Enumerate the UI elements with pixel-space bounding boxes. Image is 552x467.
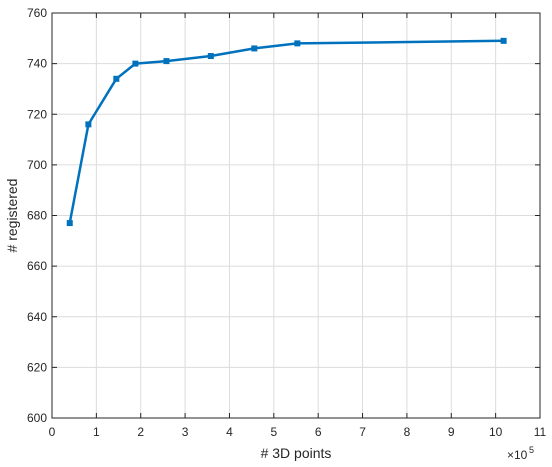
x-tick-label: 0: [49, 425, 56, 439]
y-tick-label: 600: [27, 411, 47, 425]
data-point-marker: [132, 60, 139, 67]
y-tick-label: 720: [27, 107, 47, 121]
data-series: [66, 37, 507, 227]
x-tick-label: 10: [489, 425, 503, 439]
data-point-marker: [294, 40, 301, 47]
data-point-marker: [500, 37, 507, 44]
y-tick-label: 680: [27, 209, 47, 223]
x-tick-label: 6: [315, 425, 322, 439]
x-tick-label: 7: [359, 425, 366, 439]
x-exponent-times-base: ×10: [507, 448, 528, 462]
x-tick-label: 2: [137, 425, 144, 439]
y-tick-label: 760: [27, 6, 47, 20]
data-point-marker: [163, 58, 170, 65]
y-tick-label: 700: [27, 158, 47, 172]
x-axis-ticks: 0 1 2 3 4 5 6 7 8 9 10 11: [49, 13, 547, 439]
y-tick-label: 660: [27, 259, 47, 273]
y-tick-label: 640: [27, 310, 47, 324]
x-tick-label: 3: [182, 425, 189, 439]
grid-lines: [51, 12, 541, 419]
x-axis-title: # 3D points: [261, 445, 332, 461]
x-exponent-power: 5: [529, 445, 534, 455]
y-axis-title: # registered: [4, 179, 20, 253]
x-axis-exponent: ×10 5: [507, 445, 534, 462]
series-line: [68, 39, 504, 224]
x-tick-label: 9: [448, 425, 455, 439]
data-point-marker: [113, 75, 120, 82]
x-tick-label: 11: [534, 425, 547, 439]
data-point-marker: [66, 220, 73, 227]
x-tick-label: 8: [404, 425, 411, 439]
y-axis-ticks: 600 620 640 660 680 700 720 740 760: [27, 6, 540, 425]
x-tick-label: 4: [226, 425, 233, 439]
x-tick-label: 5: [270, 425, 277, 439]
data-point-marker: [85, 121, 92, 128]
data-point-marker: [207, 53, 214, 60]
data-point-marker: [251, 45, 258, 52]
x-tick-label: 1: [93, 425, 100, 439]
y-tick-label: 740: [27, 57, 47, 71]
y-tick-label: 620: [27, 360, 47, 374]
